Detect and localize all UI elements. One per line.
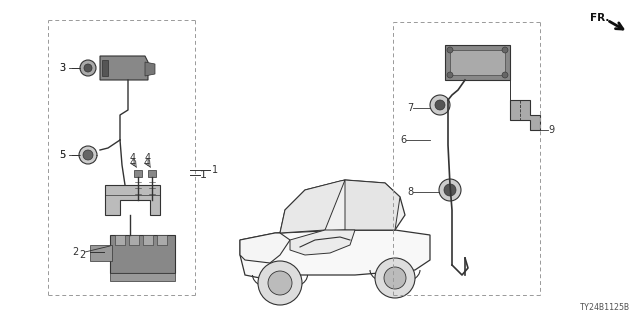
Circle shape	[258, 261, 302, 305]
Text: 4: 4	[145, 153, 151, 163]
Text: 7: 7	[407, 103, 413, 113]
Text: TY24B1125B: TY24B1125B	[580, 303, 630, 312]
Polygon shape	[345, 180, 400, 230]
Text: 2: 2	[72, 247, 78, 257]
Text: 4: 4	[144, 158, 150, 168]
Polygon shape	[240, 233, 290, 263]
Text: 6: 6	[400, 135, 406, 145]
Circle shape	[502, 47, 508, 53]
Bar	[110, 235, 175, 273]
Polygon shape	[280, 180, 405, 233]
Polygon shape	[129, 235, 139, 245]
Polygon shape	[510, 100, 540, 130]
Circle shape	[439, 179, 461, 201]
Circle shape	[444, 184, 456, 196]
Text: 5: 5	[59, 150, 65, 160]
Polygon shape	[148, 170, 156, 177]
Text: 4: 4	[130, 153, 136, 163]
Text: 4: 4	[130, 158, 136, 168]
Text: 9: 9	[548, 125, 554, 135]
Bar	[450, 50, 505, 75]
Text: 3: 3	[59, 63, 65, 73]
Text: FR.: FR.	[590, 13, 609, 23]
Polygon shape	[280, 180, 345, 233]
Bar	[445, 45, 510, 80]
Text: 8: 8	[407, 187, 413, 197]
Circle shape	[83, 150, 93, 160]
Polygon shape	[157, 235, 167, 245]
Text: 1: 1	[200, 170, 207, 180]
Polygon shape	[102, 60, 108, 76]
Circle shape	[375, 258, 415, 298]
Polygon shape	[115, 235, 125, 245]
Circle shape	[430, 95, 450, 115]
Circle shape	[447, 47, 453, 53]
Polygon shape	[105, 185, 160, 215]
Circle shape	[447, 72, 453, 78]
Circle shape	[79, 146, 97, 164]
Circle shape	[84, 64, 92, 72]
Text: 5: 5	[59, 150, 65, 160]
Polygon shape	[240, 230, 430, 280]
Bar	[90, 245, 112, 261]
Circle shape	[435, 100, 445, 110]
Circle shape	[80, 60, 96, 76]
Circle shape	[268, 271, 292, 295]
Polygon shape	[100, 56, 148, 80]
Text: 1: 1	[212, 165, 218, 175]
Polygon shape	[143, 235, 153, 245]
Text: 3: 3	[59, 63, 65, 73]
Polygon shape	[134, 170, 142, 177]
Circle shape	[384, 267, 406, 289]
Polygon shape	[145, 62, 155, 76]
Text: 2: 2	[79, 250, 85, 260]
Circle shape	[502, 72, 508, 78]
Polygon shape	[290, 230, 355, 255]
Bar	[110, 273, 175, 281]
